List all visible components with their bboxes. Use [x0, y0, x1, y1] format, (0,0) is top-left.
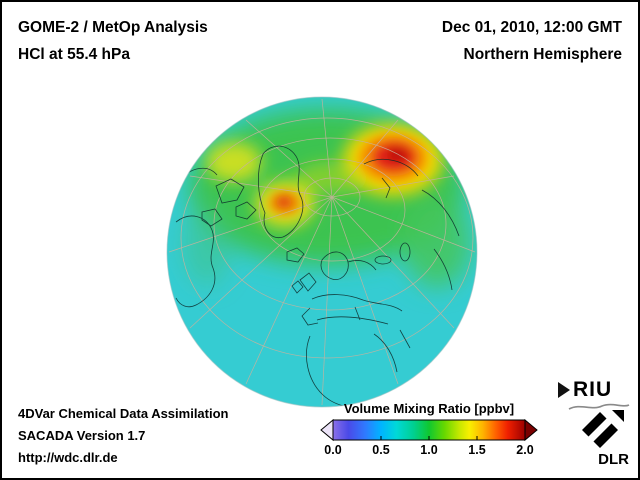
- dlr-emblem-icon: [579, 409, 624, 451]
- coastlines: [175, 145, 460, 407]
- colorbar: [320, 419, 538, 442]
- colorbar-tick-1: 0.5: [372, 443, 390, 457]
- website-url-label: http://wdc.dlr.de: [18, 450, 118, 465]
- assimilation-label: 4DVar Chemical Data Assimilation: [18, 406, 229, 421]
- hemisphere-label: Northern Hemisphere: [463, 46, 622, 63]
- colorbar-tick-marks: [380, 436, 478, 440]
- colorbar-tick-4: 2.0: [516, 443, 534, 457]
- colorbar-overflow-arrow: [524, 419, 538, 442]
- hemisphere-map: [164, 94, 480, 410]
- header-right: Dec 01, 2010, 12:00 GMT Northern Hemisph…: [442, 14, 622, 68]
- datetime-label: Dec 01, 2010, 12:00 GMT: [441, 19, 622, 36]
- globe-svg: [166, 96, 478, 408]
- colorbar-underflow-arrow: [320, 419, 334, 442]
- footer-left: 4DVar Chemical Data Assimilation SACADA …: [18, 403, 229, 469]
- riu-triangle-icon: [558, 382, 570, 398]
- dlr-logo-text: DLR: [598, 451, 629, 468]
- version-label: SACADA Version 1.7: [18, 428, 146, 443]
- hotspot-layer: [269, 134, 427, 215]
- dlr-logo: DLR: [574, 409, 630, 468]
- species-level-label: HCl at 55.4 hPa: [18, 46, 130, 63]
- globe-rim: [166, 96, 478, 408]
- analysis-title: GOME-2 / MetOp Analysis: [18, 19, 208, 36]
- colorbar-tick-0: 0.0: [324, 443, 342, 457]
- riu-logo: RIU: [558, 378, 630, 412]
- header-left: GOME-2 / MetOp Analysis HCl at 55.4 hPa: [18, 14, 208, 68]
- riu-logo-text: RIU: [573, 378, 613, 401]
- colorbar-tick-3: 1.5: [468, 443, 486, 457]
- riu-wave-icon: [568, 403, 630, 410]
- colorbar-tick-2: 1.0: [420, 443, 438, 457]
- colorbar-title: Volume Mixing Ratio [ppbv]: [343, 401, 515, 416]
